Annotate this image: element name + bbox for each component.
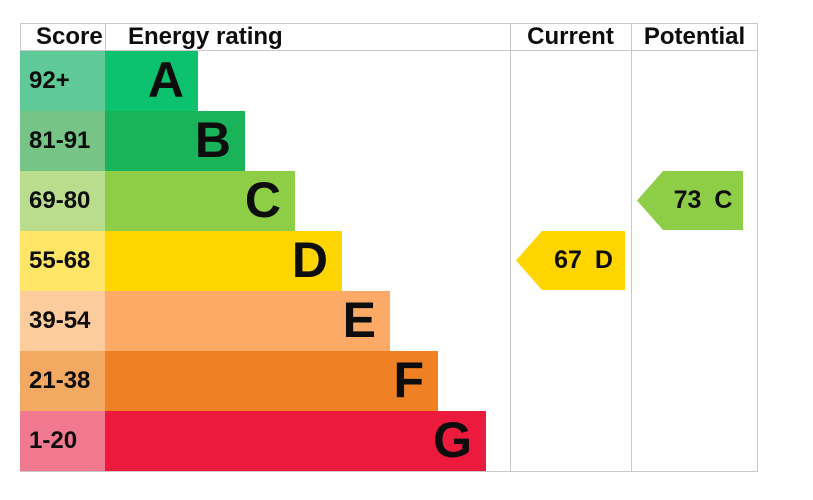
potential-column-left-divider: [631, 23, 632, 471]
score-range: 39-54: [20, 291, 105, 351]
header-left-border: [20, 23, 21, 51]
score-range: 81-91: [20, 111, 105, 171]
band-row-b: 81-91 B: [20, 111, 758, 171]
column-header-potential: Potential: [643, 23, 746, 50]
column-header-energy-rating: Energy rating: [128, 23, 283, 50]
header-bottom-border: [20, 50, 758, 51]
band-letter-c: C: [244, 172, 281, 228]
band-row-a: 92+ A: [20, 51, 758, 111]
table-top-border: [20, 23, 758, 24]
band-bar-e: E: [105, 291, 390, 351]
table-right-border: [757, 23, 758, 471]
band-row-e: 39-54 E: [20, 291, 758, 351]
band-bar-d: D: [105, 231, 342, 291]
band-row-f: 21-38 F: [20, 351, 758, 411]
band-row-d: 55-68 D: [20, 231, 758, 291]
score-column-divider: [105, 23, 106, 51]
score-range: 1-20: [20, 411, 105, 471]
current-rating-arrow: 67 D: [516, 231, 625, 290]
band-letter-f: F: [393, 352, 424, 408]
band-bar-b: B: [105, 111, 245, 171]
table-bottom-border: [20, 471, 758, 472]
band-bar-g: G: [105, 411, 486, 471]
band-row-c: 69-80 C: [20, 171, 758, 231]
band-bar-f: F: [105, 351, 438, 411]
band-bar-a: A: [105, 51, 198, 111]
column-header-score: Score: [36, 23, 103, 50]
score-range: 21-38: [20, 351, 105, 411]
band-bar-c: C: [105, 171, 295, 231]
score-range: 55-68: [20, 231, 105, 291]
score-range: 92+: [20, 51, 105, 111]
band-letter-a: A: [147, 52, 184, 108]
band-letter-d: D: [291, 232, 328, 288]
band-letter-e: E: [342, 292, 376, 348]
band-row-g: 1-20 G: [20, 411, 758, 471]
column-header-current: Current: [527, 23, 614, 50]
current-column-left-divider: [510, 23, 511, 471]
score-range: 69-80: [20, 171, 105, 231]
band-letter-g: G: [433, 412, 472, 468]
potential-rating-arrow: 73 C: [637, 171, 743, 230]
band-letter-b: B: [194, 112, 231, 168]
